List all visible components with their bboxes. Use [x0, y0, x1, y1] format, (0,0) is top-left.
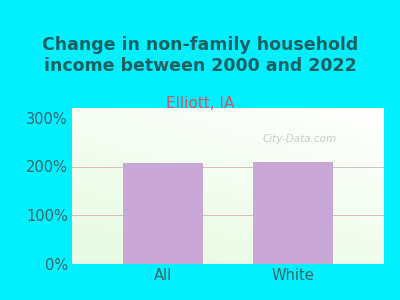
Text: Elliott, IA: Elliott, IA	[166, 96, 234, 111]
Bar	[123, 163, 203, 264]
Text: City-Data.com: City-Data.com	[263, 134, 337, 144]
Bar	[253, 162, 333, 264]
Text: Change in non-family household
income between 2000 and 2022: Change in non-family household income be…	[42, 36, 358, 75]
